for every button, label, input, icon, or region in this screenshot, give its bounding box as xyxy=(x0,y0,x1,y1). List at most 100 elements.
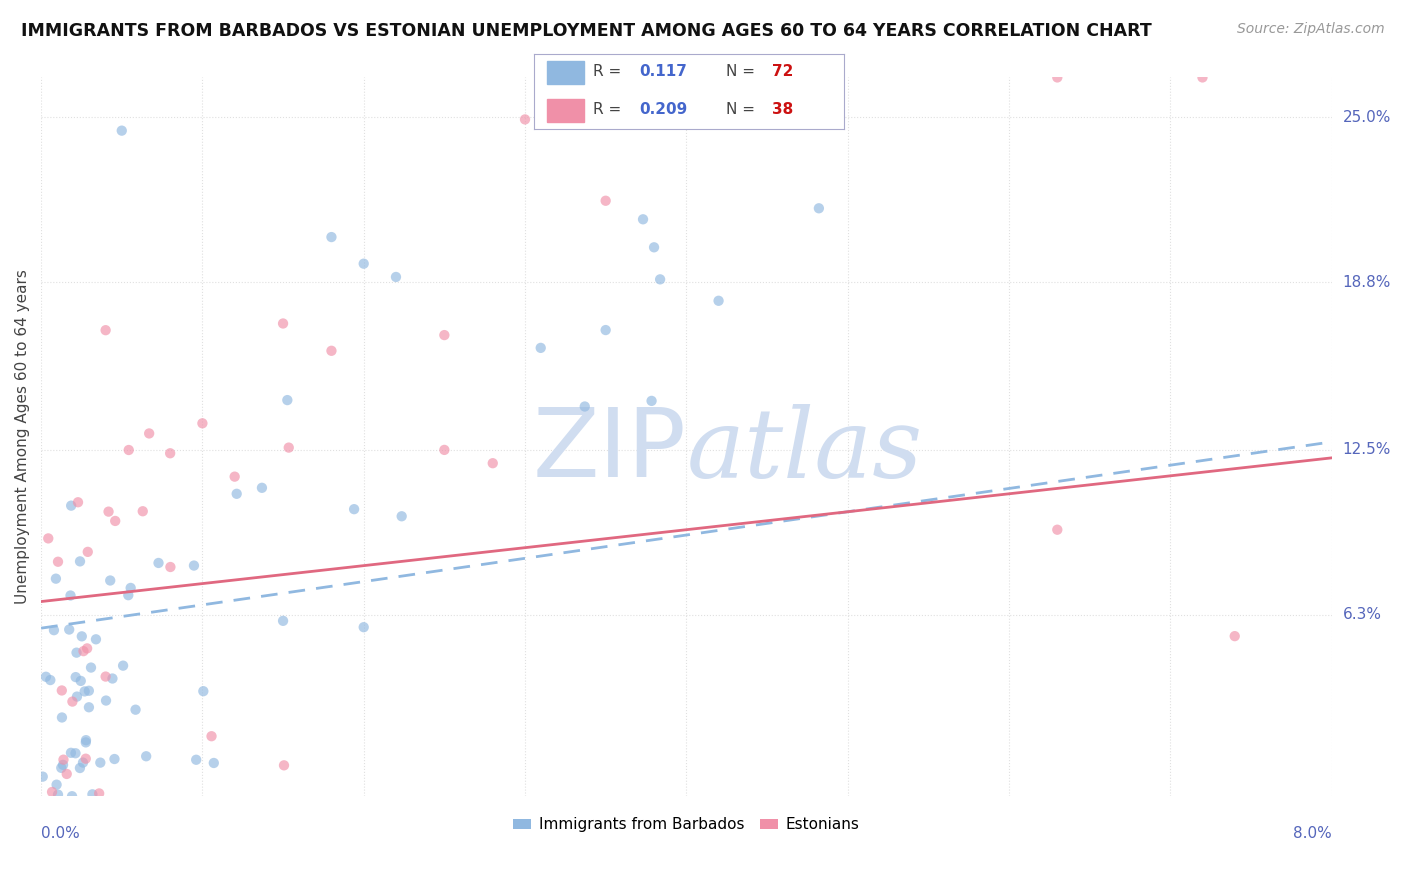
Point xyxy=(112,658,135,673)
Point xyxy=(75,735,97,749)
Point xyxy=(186,753,208,767)
Point xyxy=(271,614,294,628)
Text: 38: 38 xyxy=(772,102,794,117)
Point xyxy=(66,690,89,704)
Text: N =: N = xyxy=(725,64,759,79)
Point xyxy=(62,695,84,709)
Point xyxy=(94,669,117,683)
Point xyxy=(574,400,596,414)
Point xyxy=(224,801,246,815)
Point xyxy=(643,240,665,254)
Bar xyxy=(547,99,583,122)
Point xyxy=(35,670,58,684)
Point xyxy=(59,746,82,760)
Text: 18.8%: 18.8% xyxy=(1343,275,1391,290)
Text: IMMIGRANTS FROM BARBADOS VS ESTONIAN UNEMPLOYMENT AMONG AGES 60 TO 64 YEARS CORR: IMMIGRANTS FROM BARBADOS VS ESTONIAN UNE… xyxy=(21,22,1152,40)
Point xyxy=(55,802,77,816)
Point xyxy=(224,469,246,483)
Point xyxy=(58,623,80,637)
Point xyxy=(159,560,181,574)
Point xyxy=(39,673,62,687)
Text: 0.209: 0.209 xyxy=(640,102,688,117)
Text: ZIP: ZIP xyxy=(533,404,686,498)
Point xyxy=(75,752,97,766)
Point xyxy=(101,672,124,686)
Point xyxy=(94,323,117,337)
Point xyxy=(60,789,83,804)
Point xyxy=(84,632,107,647)
Point xyxy=(77,700,100,714)
Legend: Immigrants from Barbados, Estonians: Immigrants from Barbados, Estonians xyxy=(508,811,866,838)
Point xyxy=(132,504,155,518)
Point xyxy=(52,753,75,767)
Point xyxy=(343,502,366,516)
Point xyxy=(321,230,343,244)
Point xyxy=(276,393,298,408)
Point xyxy=(75,733,97,747)
Point xyxy=(51,761,73,775)
Point xyxy=(814,70,837,85)
Point xyxy=(104,514,127,528)
Point xyxy=(353,257,375,271)
Point xyxy=(31,770,53,784)
Point xyxy=(60,499,83,513)
Text: N =: N = xyxy=(725,102,759,117)
Point xyxy=(631,212,654,227)
Point xyxy=(1191,70,1213,85)
Point xyxy=(69,554,91,568)
Point xyxy=(513,112,536,127)
Point xyxy=(648,272,671,286)
Point xyxy=(52,757,75,772)
Text: 0.117: 0.117 xyxy=(640,64,688,79)
Point xyxy=(55,767,77,781)
Point xyxy=(433,442,456,457)
Point xyxy=(41,785,63,799)
Point xyxy=(98,574,121,588)
Point xyxy=(353,620,375,634)
Point xyxy=(37,532,59,546)
Point xyxy=(97,505,120,519)
Point xyxy=(65,646,87,660)
Point xyxy=(433,328,456,343)
Text: atlas: atlas xyxy=(686,404,922,498)
Point xyxy=(159,446,181,460)
Point xyxy=(481,456,503,470)
Point xyxy=(120,581,142,595)
Text: R =: R = xyxy=(593,64,626,79)
Point xyxy=(271,317,294,331)
Text: 0.0%: 0.0% xyxy=(41,826,80,841)
Text: Source: ZipAtlas.com: Source: ZipAtlas.com xyxy=(1237,22,1385,37)
Point xyxy=(1046,523,1069,537)
Point xyxy=(46,555,69,569)
Point xyxy=(111,123,134,137)
Text: 8.0%: 8.0% xyxy=(1292,826,1331,841)
Point xyxy=(250,481,273,495)
Point xyxy=(138,426,160,441)
Point xyxy=(202,756,225,770)
Point xyxy=(69,673,91,688)
Text: 25.0%: 25.0% xyxy=(1343,110,1391,125)
Point xyxy=(34,801,56,815)
Point xyxy=(69,761,91,775)
Point xyxy=(76,641,98,656)
Point xyxy=(76,545,98,559)
Point xyxy=(124,703,146,717)
Text: 72: 72 xyxy=(772,64,794,79)
Point xyxy=(530,341,553,355)
Point xyxy=(82,787,104,801)
Point xyxy=(640,393,662,408)
Point xyxy=(391,509,413,524)
Point xyxy=(277,441,299,455)
Point xyxy=(46,788,69,802)
Text: 6.3%: 6.3% xyxy=(1343,607,1382,623)
Point xyxy=(595,194,617,208)
Point xyxy=(65,670,87,684)
Point xyxy=(51,710,73,724)
Point xyxy=(183,558,205,573)
Point xyxy=(89,756,111,770)
Point xyxy=(45,572,67,586)
Point xyxy=(51,683,73,698)
Point xyxy=(148,556,170,570)
Point xyxy=(193,684,215,698)
Point xyxy=(77,683,100,698)
